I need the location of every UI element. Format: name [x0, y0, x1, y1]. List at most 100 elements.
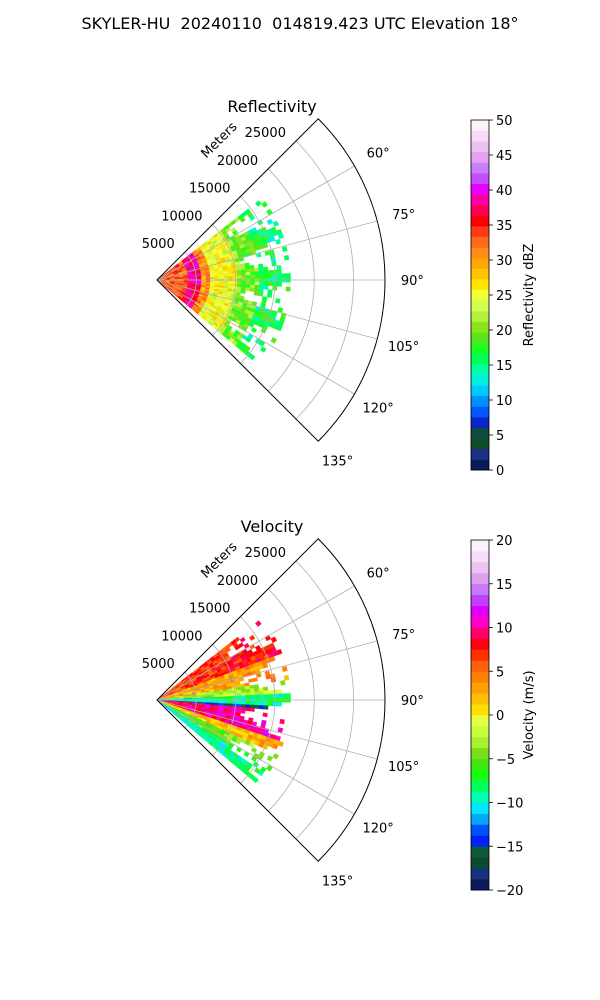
colorbar-swatch: [471, 769, 489, 782]
echo-cell: [254, 281, 260, 286]
colorbar-label: Velocity (m/s): [522, 670, 537, 759]
colorbar-swatch: [471, 257, 489, 269]
colorbar-swatch: [471, 268, 489, 280]
echo-cell: [267, 270, 273, 275]
echo-cell: [272, 743, 279, 750]
colorbar-swatch: [471, 374, 489, 386]
echo-cell: [268, 701, 273, 707]
colorbar-swatch: [471, 693, 489, 705]
colorbar-tick-label: 35: [496, 219, 513, 234]
echo-cell: [263, 270, 269, 275]
echo-cell: [228, 281, 233, 285]
colorbar-swatch: [471, 448, 489, 460]
angle-gridline: [156, 699, 355, 815]
colorbar-swatch: [471, 438, 489, 450]
colorbar-swatch: [471, 321, 489, 333]
echo-cell: [276, 281, 282, 287]
echo-cell: [245, 701, 251, 705]
colorbar-swatch: [471, 704, 489, 716]
echo-cell: [249, 287, 255, 292]
echo-cell: [250, 271, 256, 276]
echo-cell: [267, 690, 273, 695]
echo-cell: [254, 284, 260, 289]
echo-cell: [245, 688, 251, 693]
colorbar-swatch: [471, 846, 489, 858]
colorbar-swatch: [471, 605, 489, 617]
echo-cell: [245, 271, 251, 276]
angle-gridline: [156, 585, 355, 701]
colorbar-swatch: [471, 649, 489, 661]
echo-cell: [263, 686, 269, 692]
colorbar-swatch: [471, 342, 489, 354]
echo-cell: [270, 337, 277, 344]
angle-gridline: [156, 279, 378, 340]
angle-tick-label: 105°: [388, 760, 419, 775]
echo-cell: [240, 689, 246, 694]
radial-tick-label: 25000: [245, 126, 286, 141]
echo-cell: [281, 246, 288, 252]
echo-cell: [245, 704, 251, 709]
echo-cell: [276, 648, 283, 656]
echo-cell: [232, 693, 238, 697]
colorbar-swatch: [471, 194, 489, 206]
echo-cell: [257, 769, 265, 777]
colorbar-swatch: [471, 363, 489, 375]
angle-tick-label: 90°: [401, 694, 424, 709]
echo-cell: [241, 701, 247, 705]
echo-cell: [254, 691, 260, 696]
colorbar-tick-label: 5: [496, 429, 504, 444]
echo-cell: [275, 298, 281, 304]
echo-cell: [248, 678, 254, 683]
echo-cell: [272, 220, 279, 227]
colorbar-swatch: [471, 459, 489, 471]
colorbar-swatch: [471, 736, 489, 749]
echo-cell: [238, 677, 245, 682]
figure-title: SKYLER-HU 20240110 014819.423 UTC Elevat…: [81, 14, 519, 33]
echo-cell: [236, 701, 242, 705]
colorbar-swatch: [471, 572, 489, 585]
angle-gridline: [156, 220, 378, 281]
angle-gridline: [156, 165, 355, 281]
echo-cell: [255, 252, 262, 258]
angle-tick-label: 60°: [367, 566, 390, 581]
colorbar-tick-label: 0: [496, 709, 504, 724]
echo-cell: [277, 740, 284, 748]
colorbar-swatch: [471, 550, 489, 563]
colorbar-tick-label: −5: [496, 753, 515, 768]
echo-cell: [250, 691, 256, 696]
colorbar-swatch: [471, 300, 489, 312]
colorbar-swatch: [471, 353, 489, 365]
echo-cell: [223, 696, 229, 700]
echo-cell: [232, 281, 238, 285]
colorbar-tick-label: −10: [496, 797, 523, 812]
echo-cell: [260, 346, 267, 353]
echo-cell: [258, 288, 264, 293]
echo-cell: [254, 271, 260, 276]
echo-cell: [214, 274, 220, 278]
echo-cell: [249, 268, 255, 273]
colorbar-tick-label: 10: [496, 394, 513, 409]
echo-cell: [268, 693, 273, 699]
echo-cell: [201, 277, 207, 280]
colorbar-swatch: [471, 215, 489, 227]
colorbar-tick-label: 15: [496, 359, 513, 374]
echo-cell: [241, 275, 247, 279]
angle-gridline: [156, 640, 378, 701]
echo-cell: [240, 289, 246, 294]
radial-tick-label: 15000: [189, 602, 230, 617]
echo-cell: [252, 776, 259, 784]
angle-gridline: [156, 279, 355, 395]
echo-cell: [240, 709, 246, 714]
echo-cell: [259, 274, 265, 279]
echo-cell: [223, 276, 229, 280]
echo-cell: [275, 238, 282, 245]
colorbar-swatch: [471, 594, 489, 607]
echo-cell: [267, 289, 273, 294]
echo-cell: [205, 697, 211, 700]
colorbar-swatch: [471, 791, 489, 803]
echo-cell: [205, 277, 211, 280]
echo-cell: [259, 701, 265, 706]
radial-tick-label: 5000: [142, 657, 175, 672]
echo-cell: [219, 280, 224, 284]
